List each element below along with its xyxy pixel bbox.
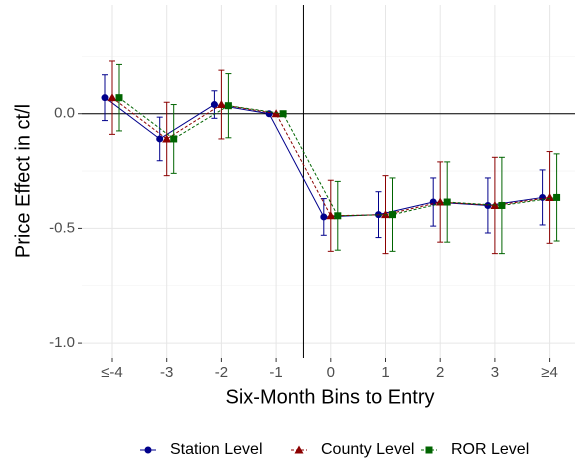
marker xyxy=(156,135,164,143)
x-tick-label: 0 xyxy=(327,364,335,381)
marker xyxy=(279,110,287,118)
series xyxy=(115,63,561,255)
marker xyxy=(326,211,336,220)
y-tick-label: -1.0 xyxy=(49,334,75,351)
marker xyxy=(545,192,555,201)
marker xyxy=(320,213,328,221)
x-tick-label: ≤-4 xyxy=(101,364,123,381)
marker xyxy=(115,94,123,102)
marker xyxy=(389,211,396,219)
y-axis-title: Price Effect in ct/l xyxy=(12,104,34,258)
y-tick-label: -0.5 xyxy=(49,219,75,236)
marker xyxy=(271,109,281,118)
x-tick-label: -2 xyxy=(215,364,228,381)
legend-marker xyxy=(294,445,304,454)
marker xyxy=(435,197,445,206)
marker xyxy=(484,201,492,209)
marker xyxy=(334,212,342,220)
legend-marker xyxy=(144,446,152,454)
series-line xyxy=(118,97,557,217)
legend-label: Station Level xyxy=(170,441,263,458)
x-axis-title: Six-Month Bins to Entry xyxy=(226,386,435,408)
marker xyxy=(224,102,232,110)
x-tick-label: 3 xyxy=(491,364,499,381)
legend-label: County Level xyxy=(321,441,414,458)
marker xyxy=(101,94,109,102)
marker xyxy=(553,193,561,201)
legend-label: ROR Level xyxy=(451,441,529,458)
marker xyxy=(107,93,117,102)
x-tick-label: ≥4 xyxy=(541,364,558,381)
marker xyxy=(498,201,506,209)
x-tick-label: 2 xyxy=(436,364,444,381)
series xyxy=(101,74,547,239)
series xyxy=(107,60,555,255)
marker xyxy=(170,135,178,143)
x-tick-label: -1 xyxy=(269,364,282,381)
marker xyxy=(443,198,451,206)
x-tick-label: 1 xyxy=(381,364,389,381)
series-line xyxy=(111,97,550,217)
x-tick-label: -3 xyxy=(160,364,173,381)
marker xyxy=(216,100,226,109)
legend-marker xyxy=(425,446,433,454)
marker xyxy=(381,210,390,219)
y-tick-label: 0.0 xyxy=(54,105,75,122)
marker xyxy=(162,134,172,143)
marker xyxy=(210,101,218,109)
